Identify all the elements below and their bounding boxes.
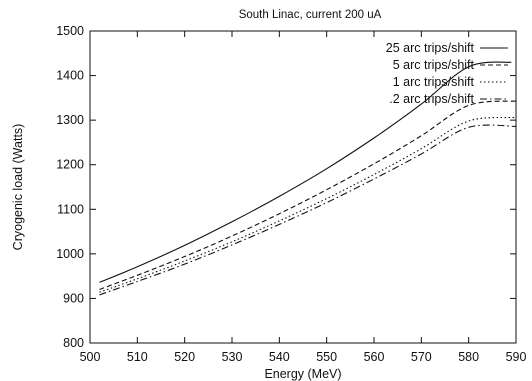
y-tick-label: 1400 [56,69,84,83]
y-tick-label: 1200 [56,158,84,172]
chart-title: South Linac, current 200 uA [239,9,382,21]
y-axis-label: Cryogenic load (Watts) [11,124,25,251]
series-lines [99,61,517,296]
legend-label-3: 1 arc trips/shift [393,75,475,89]
x-tick-label: 540 [269,350,290,364]
legend-label-4: .2 arc trips/shift [389,92,474,106]
legend: 25 arc trips/shift 5 arc trips/shift 1 arc… [386,41,508,106]
x-axis-label: Energy (MeV) [264,367,341,381]
x-tick-label: 520 [174,350,195,364]
y-tick-label: 1300 [56,113,84,127]
legend-label-1: 25 arc trips/shift [386,41,475,55]
y-axis: 800 900 1000 1100 1200 1300 1400 1500 [56,24,516,350]
x-tick-label: 570 [411,350,432,364]
y-tick-label: 1500 [56,24,84,38]
y-tick-label: 900 [63,291,84,305]
series-line-3 [99,116,517,293]
x-tick-label: 500 [80,350,101,364]
x-tick-label: 510 [127,350,148,364]
x-tick-label: 590 [506,350,527,364]
x-tick-label: 560 [364,350,385,364]
y-tick-label: 800 [63,336,84,350]
legend-label-2: 5 arc trips/shift [393,58,475,72]
series-line-2 [99,100,517,291]
x-tick-label: 530 [222,350,243,364]
series-line-4 [99,124,517,296]
series-line-1 [99,61,512,283]
x-tick-label: 580 [458,350,479,364]
x-axis: 500 510 520 530 540 550 560 570 580 590 [80,31,527,364]
y-tick-label: 1100 [57,202,84,216]
x-tick-label: 550 [316,350,337,364]
plot-frame [89,30,517,344]
y-tick-label: 1000 [56,247,84,261]
